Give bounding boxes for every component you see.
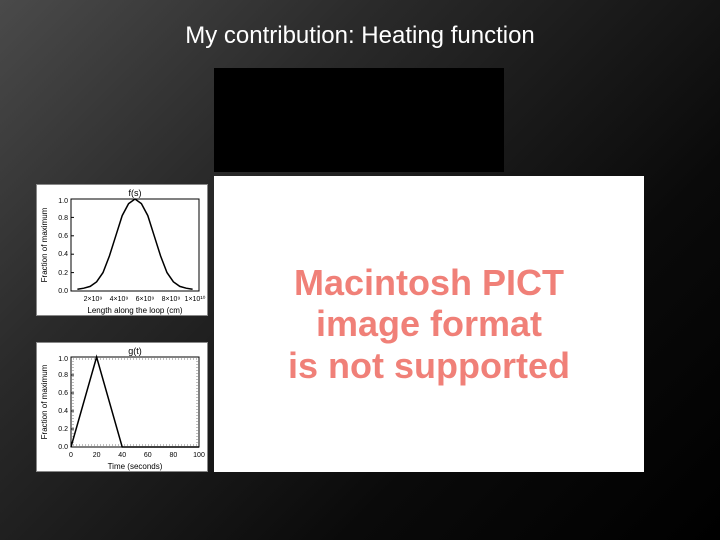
svg-text:0.2: 0.2	[58, 426, 68, 433]
svg-text:0.2: 0.2	[58, 270, 68, 277]
chart-fs-ylabel: Fraction of maximum	[40, 207, 49, 282]
svg-text:0.4: 0.4	[58, 251, 68, 258]
svg-text:0.6: 0.6	[58, 233, 68, 240]
svg-text:20: 20	[93, 452, 101, 459]
svg-text:0.0: 0.0	[58, 444, 68, 451]
svg-text:100: 100	[193, 452, 205, 459]
svg-text:40: 40	[118, 452, 126, 459]
chart-fs-plotarea	[71, 199, 199, 291]
pict-error-line-1: Macintosh PICT	[294, 262, 564, 303]
svg-text:1×10¹⁰: 1×10¹⁰	[185, 295, 206, 303]
svg-text:4×10⁹: 4×10⁹	[110, 296, 129, 303]
svg-text:1.0: 1.0	[58, 198, 68, 205]
chart-gt-title: g(t)	[128, 346, 142, 356]
chart-fs-svg: f(s) 0.0 0.2 0.4 0.6 0.8 1.0 2×10⁹ 4×10⁹	[37, 185, 209, 317]
chart-gt-plotarea	[71, 357, 199, 447]
svg-text:0.8: 0.8	[58, 215, 68, 222]
chart-fs-panel: f(s) 0.0 0.2 0.4 0.6 0.8 1.0 2×10⁹ 4×10⁹	[36, 184, 208, 316]
svg-text:2×10⁹: 2×10⁹	[84, 296, 103, 303]
chart-gt-ylabel: Fraction of maximum	[40, 364, 49, 439]
chart-gt-xticks: 0 20 40 60 80 100	[69, 452, 205, 459]
black-rectangle	[214, 68, 504, 172]
chart-fs-xticks: 2×10⁹ 4×10⁹ 6×10⁹ 8×10⁹ 1×10¹⁰	[84, 295, 206, 303]
chart-fs-xlabel: Length along the loop (cm)	[87, 306, 183, 315]
svg-text:0.6: 0.6	[58, 390, 68, 397]
svg-text:6×10⁹: 6×10⁹	[136, 296, 155, 303]
svg-text:0.0: 0.0	[58, 288, 68, 295]
pict-error-line-2: image format	[316, 303, 542, 344]
chart-fs-title: f(s)	[129, 188, 142, 198]
svg-text:80: 80	[170, 452, 178, 459]
svg-text:8×10⁹: 8×10⁹	[162, 296, 181, 303]
svg-text:0.4: 0.4	[58, 408, 68, 415]
chart-gt-xlabel: Time (seconds)	[108, 462, 163, 471]
svg-text:1.0: 1.0	[58, 356, 68, 363]
pict-error-line-3: is not supported	[288, 345, 570, 386]
svg-text:60: 60	[144, 452, 152, 459]
svg-text:0.8: 0.8	[58, 372, 68, 379]
chart-gt-panel: g(t) 0.0 0.2 0.4 0.6 0.8 1.0 0 20 40 60	[36, 342, 208, 472]
chart-gt-svg: g(t) 0.0 0.2 0.4 0.6 0.8 1.0 0 20 40 60	[37, 343, 209, 473]
pict-error-box: Macintosh PICT image format is not suppo…	[214, 176, 644, 472]
svg-text:0: 0	[69, 452, 73, 459]
slide-title: My contribution: Heating function	[0, 22, 720, 50]
